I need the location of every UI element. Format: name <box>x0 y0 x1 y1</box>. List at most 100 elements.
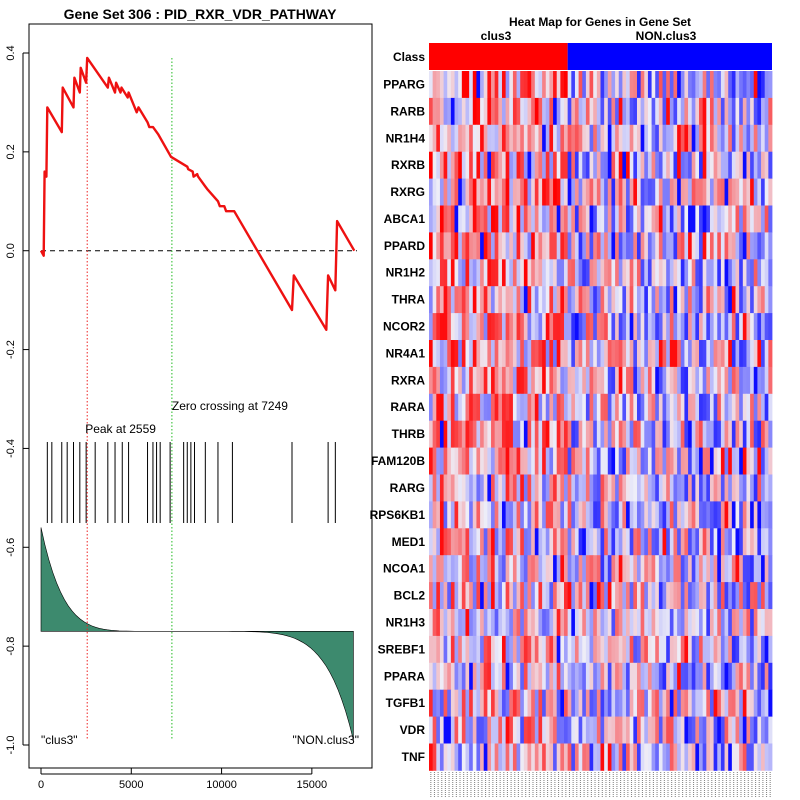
heatmap-cell <box>571 555 576 583</box>
heatmap-cell <box>695 71 700 99</box>
heatmap-cell <box>731 178 736 206</box>
heatmap-cell <box>487 743 492 771</box>
heatmap-cell <box>666 340 671 368</box>
heatmap-cell <box>644 340 649 368</box>
heatmap-cell <box>491 205 496 233</box>
heatmap-cell <box>589 716 594 744</box>
heatmap-cell <box>622 366 627 395</box>
heatmap-cell <box>673 662 678 691</box>
heatmap-cell <box>724 689 729 717</box>
heatmap-cell <box>677 232 682 260</box>
heatmap-cell <box>538 259 543 287</box>
heatmap-cell <box>567 501 572 529</box>
heatmap-cell <box>764 528 769 556</box>
heatmap-cell <box>443 286 448 314</box>
heatmap-cell <box>582 366 587 395</box>
heatmap-cell <box>567 313 572 341</box>
heatmap-cell <box>633 420 638 448</box>
heatmap-cell <box>556 97 561 126</box>
heatmap-cell <box>589 689 594 717</box>
heatmap-cell <box>662 689 667 717</box>
heatmap-cell <box>764 286 769 314</box>
heatmap-cell <box>647 582 652 610</box>
heatmap-cell <box>753 71 758 99</box>
heatmap-cell <box>564 71 569 99</box>
heatmap-cell <box>450 178 455 206</box>
heatmap-cell <box>458 743 463 771</box>
heatmap-cell <box>578 447 583 475</box>
heatmap-cell <box>640 178 645 206</box>
heatmap-cell <box>607 635 612 664</box>
heatmap-cell <box>501 501 507 529</box>
heatmap-cell <box>516 340 521 368</box>
heatmap-cell <box>731 689 736 717</box>
heatmap-cell <box>669 259 674 287</box>
heatmap-cell <box>476 151 481 179</box>
heatmap-cell <box>578 420 583 448</box>
heatmap-cell <box>680 71 685 99</box>
heatmap-cell <box>728 340 733 368</box>
heatmap-cell <box>574 259 580 287</box>
heatmap-cell <box>651 716 656 744</box>
heatmap-cell <box>644 501 649 529</box>
heatmap-cell <box>702 474 707 502</box>
heatmap-cell <box>443 743 448 771</box>
heatmap-cell <box>472 205 477 233</box>
heatmap-cell <box>461 71 466 99</box>
heatmap-cell <box>713 71 718 99</box>
heatmap-cell <box>753 689 758 717</box>
heatmap-cell <box>509 259 514 287</box>
heatmap-cell <box>691 662 696 691</box>
heatmap-cell <box>662 501 667 529</box>
heatmap-cell <box>560 286 565 314</box>
heatmap-cell <box>720 528 725 556</box>
heatmap-cell <box>542 743 547 771</box>
heatmap-cell <box>636 366 642 395</box>
heatmap-cell <box>461 97 466 126</box>
heatmap-cell <box>633 259 638 287</box>
heatmap-cell <box>534 582 539 610</box>
heatmap-cell <box>596 582 601 610</box>
heatmap-cell <box>556 232 561 260</box>
heatmap-cell <box>731 124 736 153</box>
heatmap-cell <box>538 366 543 395</box>
heatmap-cell <box>673 205 678 233</box>
heatmap-cell <box>644 71 649 99</box>
heatmap-cell <box>695 582 700 610</box>
heatmap-cell <box>494 151 499 179</box>
heatmap-cell <box>644 474 649 502</box>
heatmap-cell <box>520 313 525 341</box>
heatmap-cell <box>731 393 736 422</box>
heatmap-cell <box>582 124 587 153</box>
heatmap-cell <box>501 97 507 126</box>
heatmap-cell <box>523 124 528 153</box>
heatmap-cell <box>618 232 623 260</box>
heatmap-cell <box>669 582 674 610</box>
heatmap-cell <box>651 178 656 206</box>
heatmap-cell <box>472 340 477 368</box>
heatmap-cell <box>647 743 652 771</box>
heatmap-cell <box>746 151 751 179</box>
heatmap-cell <box>688 259 693 287</box>
heatmap-cell <box>706 743 711 771</box>
heatmap-cell <box>534 716 539 744</box>
heatmap-cell <box>483 340 488 368</box>
heatmap-cell <box>538 716 543 744</box>
heatmap-cell <box>706 689 711 717</box>
heatmap-cell <box>567 232 572 260</box>
heatmap-cell <box>709 178 715 206</box>
heatmap-cell <box>739 743 744 771</box>
heatmap-cell <box>465 528 470 556</box>
heatmap-cell <box>483 662 488 691</box>
heatmap-cell <box>626 178 631 206</box>
heatmap-cell <box>709 340 715 368</box>
heatmap-cell <box>709 501 715 529</box>
heatmap-cell <box>655 528 660 556</box>
heatmap-cell <box>447 447 452 475</box>
heatmap-cell <box>480 635 485 664</box>
heatmap-cell <box>655 313 660 341</box>
heatmap-cell <box>742 635 747 664</box>
heatmap-cell <box>461 259 466 287</box>
heatmap-cell <box>578 689 583 717</box>
heatmap-cell <box>469 71 474 99</box>
